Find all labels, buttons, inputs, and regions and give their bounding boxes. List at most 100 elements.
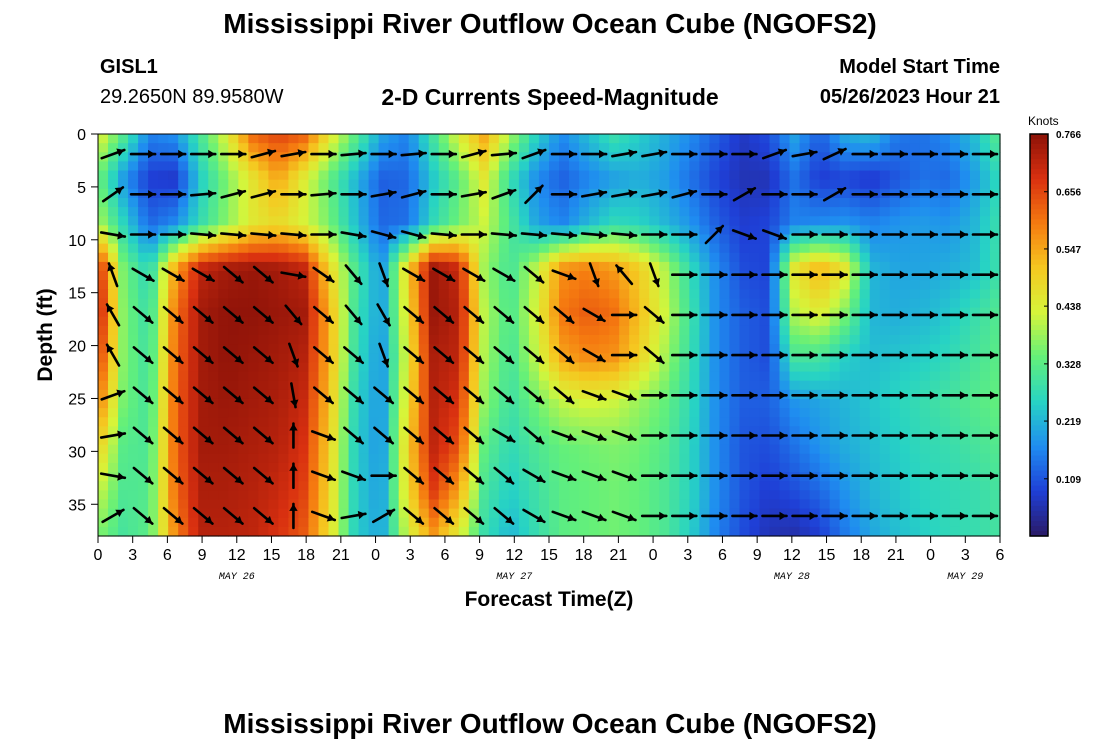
heatmap-cell (859, 207, 871, 217)
heatmap-cell (959, 344, 971, 354)
heatmap-cell (749, 371, 761, 382)
heatmap-cell (218, 271, 229, 281)
heatmap-cell (669, 335, 680, 345)
heatmap-cell (418, 234, 430, 245)
heatmap-cell (538, 389, 550, 400)
current-arrow (731, 391, 758, 400)
heatmap-cell (378, 225, 390, 236)
heatmap-cell (979, 289, 991, 300)
heatmap-cell (108, 143, 119, 153)
heatmap-cell (809, 526, 821, 537)
heatmap-cell (699, 435, 710, 446)
heatmap-cell (138, 161, 149, 172)
heatmap-cell (118, 316, 129, 327)
heatmap-cell (358, 472, 370, 482)
heatmap-cell (188, 453, 199, 464)
heatmap-cell (859, 216, 871, 226)
heatmap-cell (719, 316, 730, 327)
heatmap-cell (989, 170, 1001, 181)
heatmap-cell (919, 179, 931, 190)
heatmap-cell (348, 143, 360, 153)
heatmap-cell (158, 252, 169, 263)
heatmap-cell (949, 508, 961, 519)
colorbar-step (1030, 380, 1048, 386)
colorbar-step (1030, 209, 1048, 216)
heatmap-cell (238, 353, 249, 364)
heatmap-cell (629, 353, 640, 364)
heatmap-cell (458, 298, 470, 309)
heatmap-cell (268, 143, 279, 153)
heatmap-cell (589, 371, 600, 382)
heatmap-cell (799, 335, 811, 345)
heatmap-cell (208, 143, 219, 153)
heatmap-cell (659, 161, 670, 172)
heatmap-cell (699, 134, 710, 144)
heatmap-cell (739, 462, 751, 473)
heatmap-cell (338, 307, 350, 318)
current-arrow-head (809, 431, 817, 440)
current-arrow (821, 350, 848, 360)
heatmap-cell (959, 161, 971, 172)
colorbar-step (1030, 219, 1048, 226)
heatmap-cell (408, 426, 420, 437)
heatmap-cell (198, 161, 209, 172)
heatmap-cell (208, 389, 219, 400)
heatmap-cell (929, 481, 941, 491)
heatmap-cell (739, 444, 751, 455)
current-arrow-head (749, 310, 757, 320)
heatmap-cell (528, 161, 540, 172)
heatmap-cell (949, 252, 961, 263)
heatmap-cell (789, 325, 801, 336)
heatmap-cell (789, 453, 801, 464)
heatmap-cell (358, 234, 370, 245)
heatmap-cell (478, 316, 490, 327)
heatmap-cell (128, 444, 139, 455)
heatmap-cell (959, 380, 971, 391)
heatmap-cell (669, 179, 680, 190)
heatmap-cell (659, 252, 670, 263)
heatmap-cell (599, 335, 610, 345)
colorbar-step (1030, 159, 1048, 165)
heatmap-cell (819, 398, 831, 409)
heatmap-cell (769, 490, 781, 501)
heatmap-cell (118, 353, 129, 364)
heatmap-cell (729, 325, 741, 336)
current-arrow (460, 189, 487, 198)
heatmap-cell (138, 225, 149, 236)
heatmap-cell (378, 161, 390, 172)
heatmap-cell (288, 316, 300, 327)
current-arrow (370, 189, 397, 198)
heatmap-cell (378, 408, 390, 418)
heatmap-cell (208, 435, 219, 446)
heatmap-cell (699, 335, 710, 345)
heatmap-cell (799, 508, 811, 519)
heatmap-cell (388, 481, 400, 491)
heatmap-cell (278, 472, 290, 482)
heatmap-cell (609, 453, 620, 464)
heatmap-cell (639, 380, 650, 391)
heatmap-cell (939, 280, 951, 290)
heatmap-cell (619, 490, 630, 501)
heatmap-cell (579, 188, 590, 199)
heatmap-cell (168, 444, 179, 455)
heatmap-cell (208, 170, 219, 181)
heatmap-cell (238, 462, 249, 473)
heatmap-cell (869, 252, 881, 263)
heatmap-cell (228, 234, 239, 245)
heatmap-cell (839, 161, 851, 172)
heatmap-cell (739, 216, 751, 226)
current-arrow (432, 267, 456, 283)
heatmap-cell (448, 335, 460, 345)
x-tick-label: 6 (163, 547, 172, 564)
heatmap-cell (799, 362, 811, 373)
heatmap-cell (619, 353, 630, 364)
heatmap-cell (118, 252, 129, 263)
heatmap-cell (318, 179, 330, 190)
heatmap-cell (138, 490, 149, 501)
heatmap-cell (488, 435, 500, 446)
heatmap-cell (749, 344, 761, 354)
heatmap-cell (248, 179, 259, 190)
heatmap-cell (609, 316, 620, 327)
heatmap-cell (649, 261, 660, 272)
heatmap-cell (899, 134, 911, 144)
